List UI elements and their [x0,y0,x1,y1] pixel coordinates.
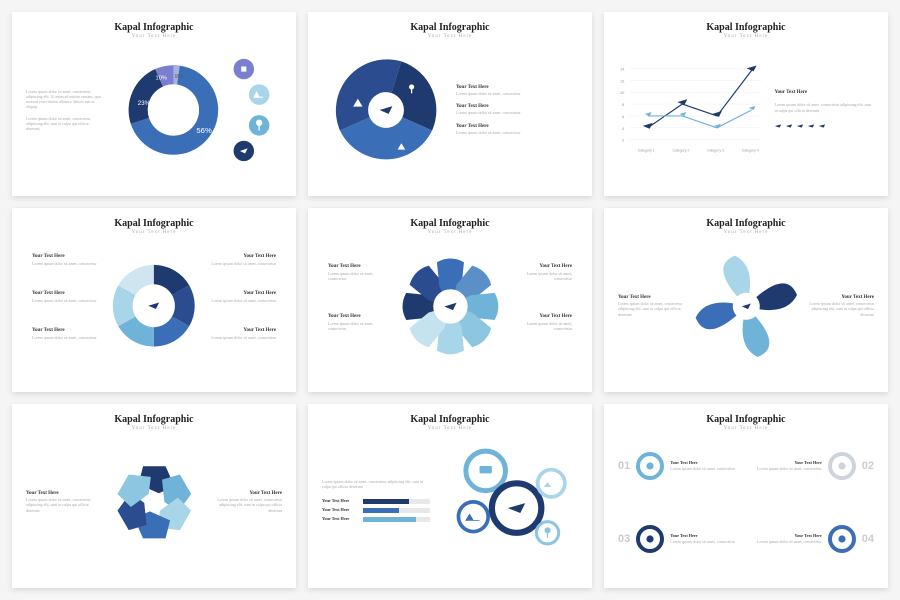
quad-grid: 01Your Text HereLorem ipsum dolor sit am… [618,431,874,573]
svg-text:10: 10 [620,90,625,95]
title: Kapal Infographic [322,218,578,229]
trefoil-chart [322,46,450,174]
title: Kapal Infographic [26,218,282,229]
svg-text:23%: 23% [137,100,150,107]
side-list: Your Text HereLorem ipsum dolor sit amet… [450,85,578,135]
svg-text:Category 3: Category 3 [707,149,724,153]
svg-text:12: 12 [620,78,624,83]
title: Kapal Infographic [618,218,874,229]
title: Kapal Infographic [26,22,282,33]
slide-3: Kapal Infographic Your Text Here 141210 … [604,12,888,196]
title: Kapal Infographic [26,414,282,425]
hexribbon-chart [98,446,211,559]
sailboat-icon [249,84,269,104]
slide-8: Kapal Infographic Your Text Here Lorem i… [308,404,592,588]
text-col: Lorem ipsum dolor sit amet, consectetur … [26,89,103,131]
svg-text:Category 4: Category 4 [742,149,759,153]
slide-9: Kapal Infographic Your Text Here 01Your … [604,404,888,588]
slide-7: Kapal Infographic Your Text Here Your Te… [12,404,296,588]
propeller-chart [690,250,803,363]
title: Kapal Infographic [322,414,578,425]
slide-grid: Kapal Infographic Your Text Here Lorem i… [12,12,888,588]
slide-2: Kapal Infographic Your Text Here Your Te… [308,12,592,196]
svg-text:9%: 9% [174,74,182,80]
svg-text:2: 2 [622,138,624,143]
title: Kapal Infographic [618,22,874,33]
donut-chart: 56% 23% 10% 9% [103,46,282,174]
svg-text:4: 4 [622,126,625,131]
side-panel: Your Text Here Lorem ipsum dolor sit ame… [766,90,874,129]
donut-wrap: 56% 23% 10% 9% [103,46,282,174]
line-chart: 14 12 10 8 6 4 2 [618,39,766,181]
slide-5: Kapal Infographic Your Text Here Your Te… [308,208,592,392]
slide-1: Kapal Infographic Your Text Here Lorem i… [12,12,296,196]
svg-text:10%: 10% [155,75,167,81]
bubbles-chart [430,440,578,564]
svg-text:14: 14 [620,66,625,71]
svg-text:Category 1: Category 1 [638,149,655,153]
svg-text:8: 8 [622,102,625,107]
slide-6: Kapal Infographic Your Text Here Your Te… [604,208,888,392]
title: Kapal Infographic [322,22,578,33]
svg-text:6: 6 [622,114,625,119]
donut6-chart [100,252,208,360]
svg-text:56%: 56% [196,126,212,135]
petal8-chart [389,245,512,368]
bars-col: Lorem ipsum dolor sit amet, consectetur … [322,479,430,525]
svg-text:Category 2: Category 2 [672,149,689,153]
title: Kapal Infographic [618,414,874,425]
plane-row [774,122,874,130]
slide-4: Kapal Infographic Your Text Here Your Te… [12,208,296,392]
